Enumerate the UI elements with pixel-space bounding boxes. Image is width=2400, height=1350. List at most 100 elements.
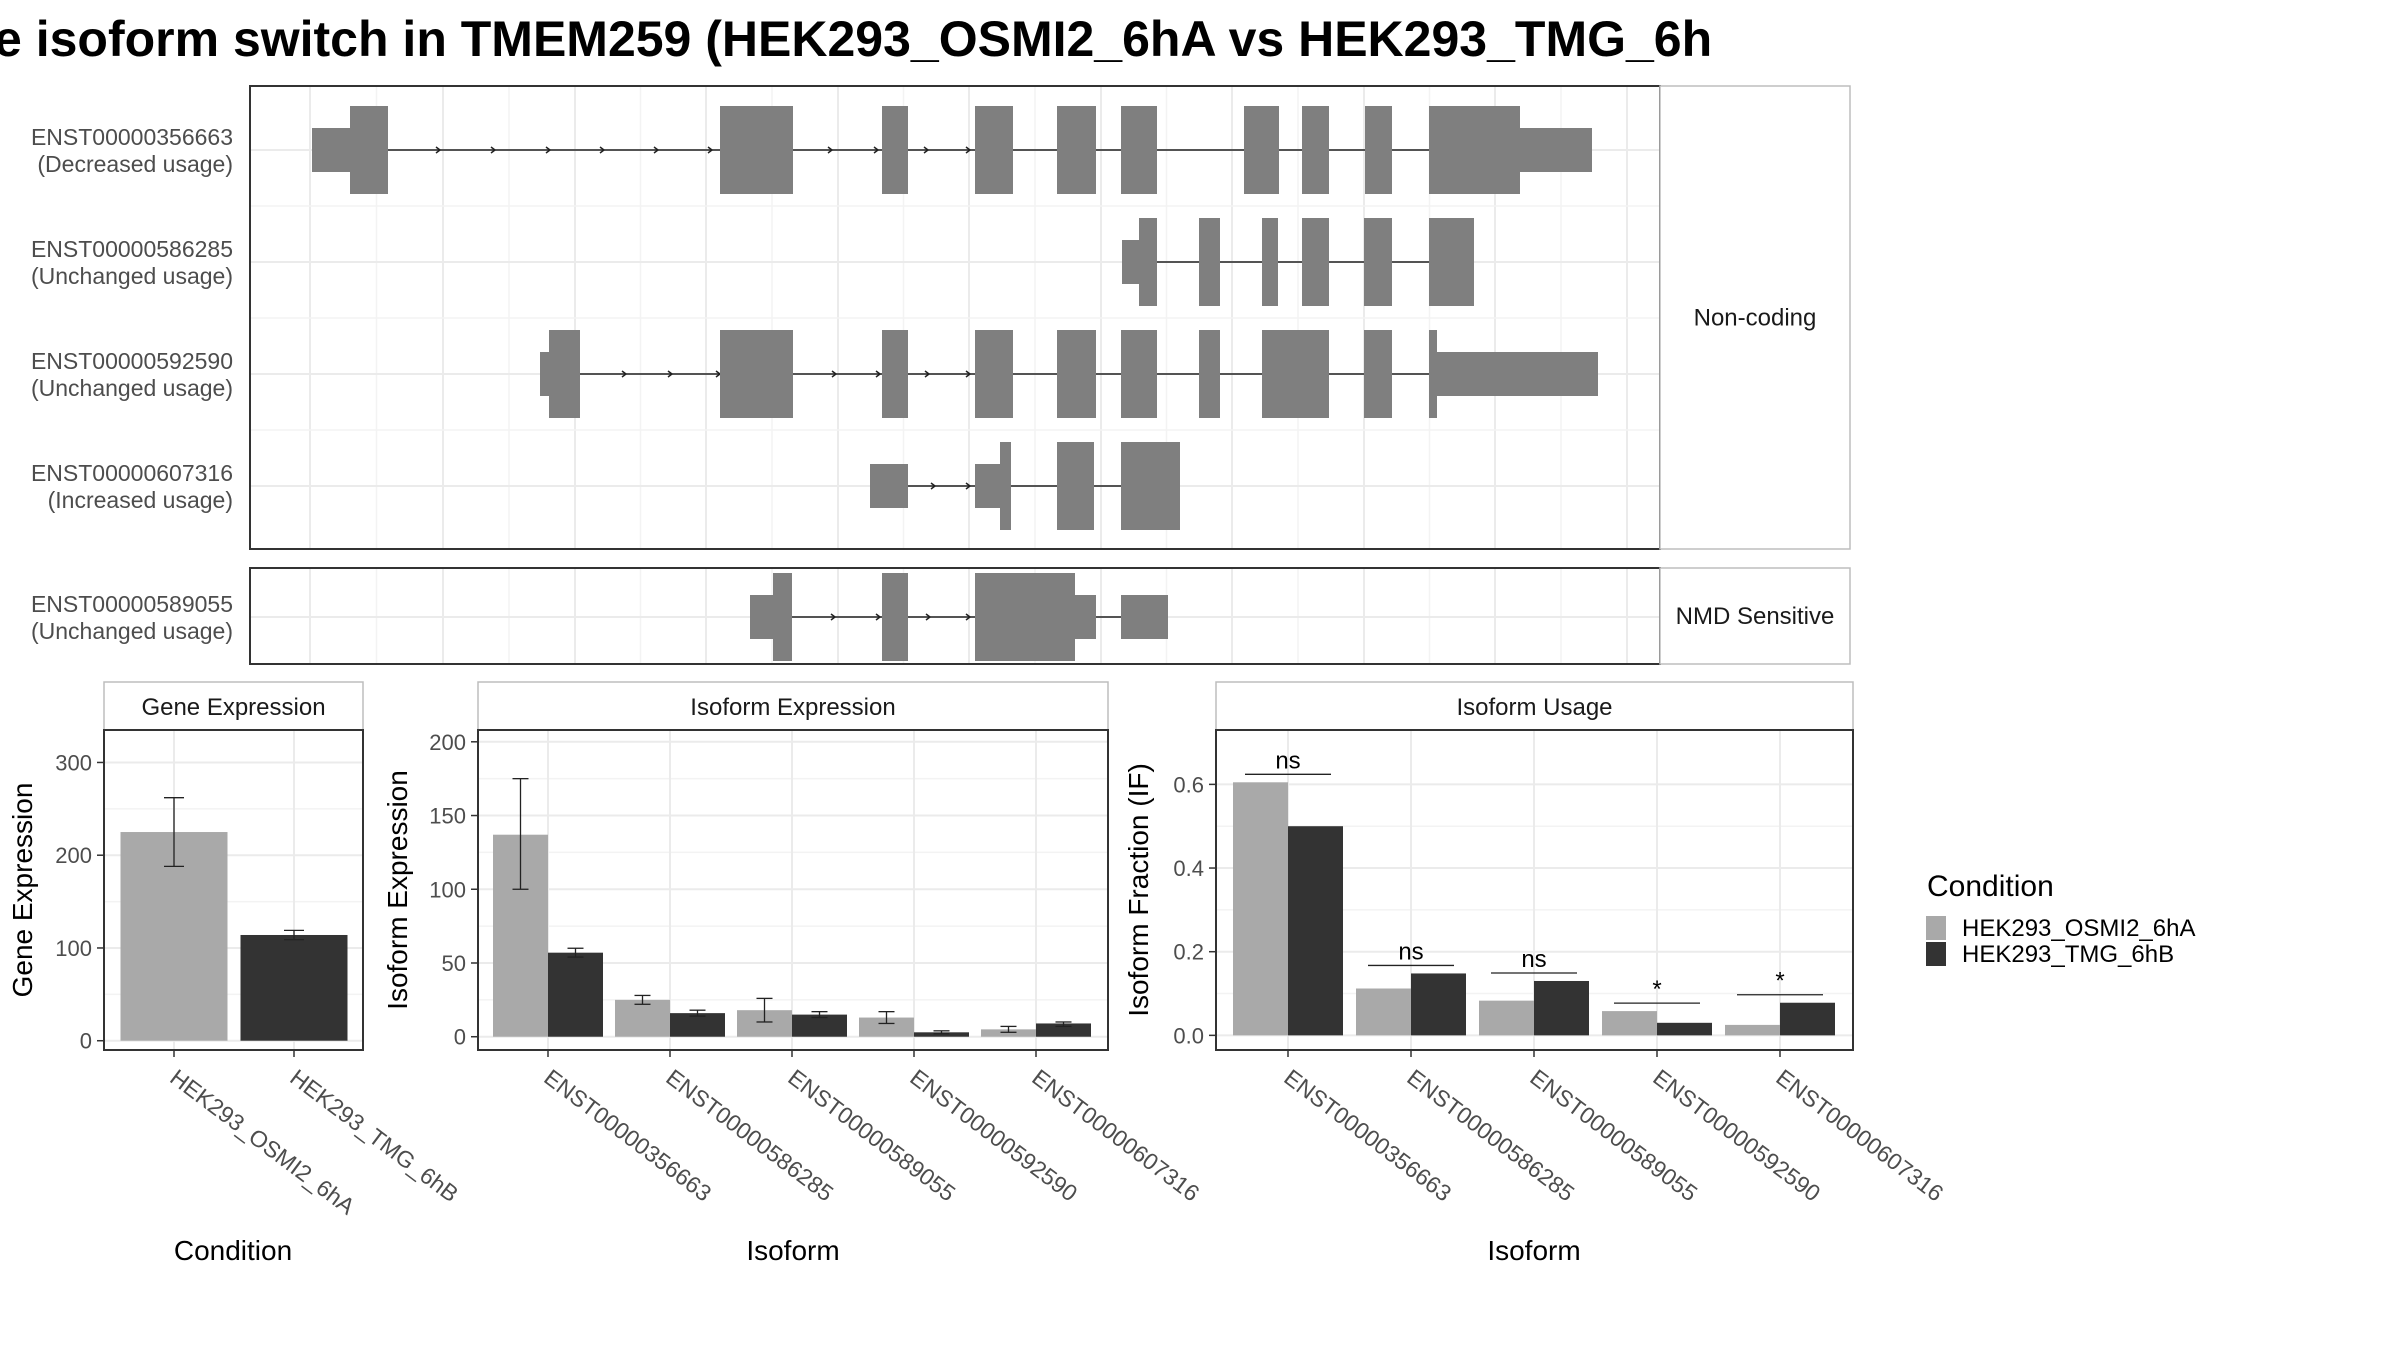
exon bbox=[975, 330, 1013, 418]
exon bbox=[975, 573, 1075, 661]
exon bbox=[1075, 595, 1096, 639]
exon bbox=[1302, 106, 1329, 194]
y-axis-title: Isoform Fraction (IF) bbox=[1123, 763, 1154, 1017]
transcript-ENST00000356663: ENST00000356663(Decreased usage) bbox=[31, 106, 1592, 194]
exon bbox=[1520, 128, 1592, 172]
structure-strip bbox=[1659, 85, 1851, 550]
exon bbox=[1429, 330, 1437, 418]
chart-strip bbox=[477, 681, 1109, 731]
significance-label: ns bbox=[1398, 938, 1423, 965]
y-tick-label: 150 bbox=[429, 804, 466, 829]
direction-arrow bbox=[827, 146, 834, 154]
exon bbox=[870, 464, 908, 508]
bar-ENST00000592590-HEK293_OSMI2_6hA bbox=[1602, 1011, 1657, 1036]
exon bbox=[1437, 352, 1598, 396]
exon bbox=[1302, 218, 1329, 306]
x-axis-title: Isoform bbox=[746, 1235, 839, 1266]
direction-arrow bbox=[875, 370, 882, 378]
exon bbox=[720, 106, 793, 194]
exon bbox=[1057, 330, 1096, 418]
transcript-usage-label: (Unchanged usage) bbox=[31, 375, 233, 401]
exon bbox=[1262, 330, 1329, 418]
transcript-ENST00000607316: ENST00000607316(Increased usage) bbox=[31, 442, 1180, 530]
direction-arrow bbox=[490, 146, 497, 154]
chart-title: Isoform Usage bbox=[1456, 694, 1612, 721]
transcript-id-label: ENST00000592590 bbox=[31, 348, 233, 374]
structure-strip-label: Non-coding bbox=[1694, 305, 1817, 332]
bar-ENST00000589055-HEK293_OSMI2_6hA bbox=[1479, 1000, 1534, 1036]
y-tick-label: 200 bbox=[55, 843, 92, 868]
y-tick-label: 0.0 bbox=[1173, 1023, 1204, 1048]
direction-arrow bbox=[653, 146, 660, 154]
bar-ENST00000592590-HEK293_TMG_6hB bbox=[914, 1032, 969, 1037]
direction-arrow bbox=[923, 146, 930, 154]
direction-arrow bbox=[830, 613, 837, 621]
bar-ENST00000607316-HEK293_TMG_6hB bbox=[1780, 1002, 1835, 1036]
direction-arrow bbox=[930, 482, 937, 490]
chart-title: Gene Expression bbox=[141, 694, 325, 721]
x-axis-title: Condition bbox=[174, 1235, 292, 1266]
direction-arrow bbox=[545, 146, 552, 154]
exon bbox=[1122, 240, 1139, 284]
exon bbox=[975, 464, 1000, 508]
direction-arrow bbox=[925, 613, 932, 621]
legend-label: HEK293_TMG_6hB bbox=[1962, 941, 2174, 968]
plot-title: e isoform switch in TMEM259 (HEK293_OSMI… bbox=[0, 11, 1712, 67]
chart-panel-border bbox=[103, 729, 364, 1051]
transcript-id-label: ENST00000589055 bbox=[31, 591, 233, 617]
transcript-usage-label: (Unchanged usage) bbox=[31, 263, 233, 289]
bar-ENST00000607316-HEK293_OSMI2_6hA bbox=[981, 1029, 1036, 1037]
transcript-usage-label: (Unchanged usage) bbox=[31, 618, 233, 644]
legend-label: HEK293_OSMI2_6hA bbox=[1962, 915, 2195, 942]
structure-panel-non-coding: ENST00000356663(Decreased usage)ENST0000… bbox=[31, 85, 1851, 550]
exon bbox=[882, 330, 908, 418]
bar-ENST00000607316-HEK293_TMG_6hB bbox=[1036, 1023, 1091, 1037]
bar-ENST00000589055-HEK293_TMG_6hB bbox=[1534, 980, 1589, 1036]
transcript-id-label: ENST00000356663 bbox=[31, 124, 233, 150]
direction-arrow bbox=[707, 146, 714, 154]
bar-ENST00000586285-HEK293_OSMI2_6hA bbox=[615, 999, 670, 1037]
bar-ENST00000586285-HEK293_TMG_6hB bbox=[1411, 973, 1466, 1036]
x-axis-title: Isoform bbox=[1487, 1235, 1580, 1266]
direction-arrow bbox=[924, 370, 931, 378]
direction-arrow bbox=[965, 146, 972, 154]
bar-ENST00000356663-HEK293_TMG_6hB bbox=[548, 952, 603, 1037]
exon bbox=[773, 573, 792, 661]
transcript-id-label: ENST00000586285 bbox=[31, 236, 233, 262]
bar-ENST00000586285-HEK293_TMG_6hB bbox=[670, 1013, 725, 1037]
exon bbox=[1262, 218, 1278, 306]
exon bbox=[1057, 106, 1096, 194]
bar-HEK293_TMG_6hB bbox=[240, 934, 348, 1041]
exon bbox=[750, 595, 773, 639]
exon bbox=[975, 106, 1013, 194]
legend-swatch-HEK293_OSMI2_6hA bbox=[1926, 916, 1946, 940]
exon bbox=[882, 573, 908, 661]
exon bbox=[1365, 106, 1392, 194]
direction-arrow bbox=[667, 370, 674, 378]
y-tick-label: 0.6 bbox=[1173, 772, 1204, 797]
transcript-usage-label: (Decreased usage) bbox=[37, 151, 233, 177]
y-tick-label: 50 bbox=[442, 951, 466, 976]
direction-arrow bbox=[965, 482, 972, 490]
transcript-ENST00000592590: ENST00000592590(Unchanged usage) bbox=[31, 330, 1598, 418]
legend-title: Condition bbox=[1927, 870, 2054, 903]
exon bbox=[1199, 218, 1220, 306]
transcript-id-label: ENST00000607316 bbox=[31, 460, 233, 486]
exon bbox=[1244, 106, 1279, 194]
significance-label: ns bbox=[1521, 946, 1546, 973]
exon bbox=[1000, 442, 1011, 530]
exon bbox=[1057, 442, 1094, 530]
y-tick-label: 300 bbox=[55, 750, 92, 775]
exon bbox=[312, 128, 350, 172]
bar-ENST00000607316-HEK293_OSMI2_6hA bbox=[1725, 1024, 1780, 1036]
exon bbox=[1429, 106, 1520, 194]
structure-strip bbox=[1659, 567, 1851, 665]
y-tick-label: 0 bbox=[454, 1025, 466, 1050]
exon bbox=[1429, 218, 1474, 306]
bar-ENST00000589055-HEK293_TMG_6hB bbox=[792, 1014, 847, 1037]
direction-arrow bbox=[873, 146, 880, 154]
exon bbox=[1139, 218, 1157, 306]
exon bbox=[1121, 106, 1157, 194]
